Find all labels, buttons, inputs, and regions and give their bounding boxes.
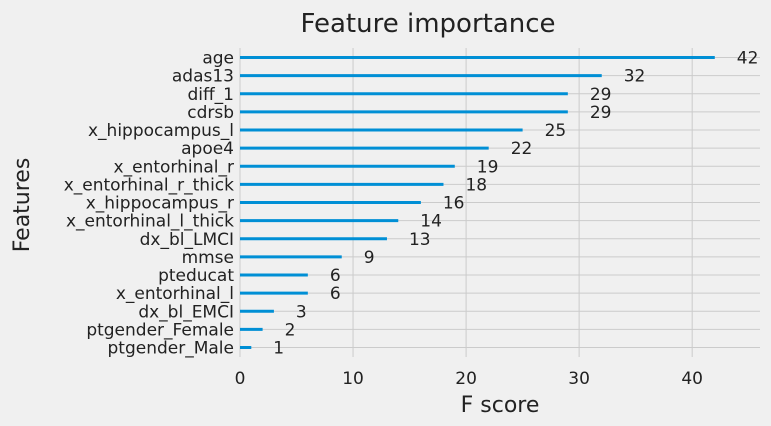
value-label: 6 [330,266,341,286]
x-tick-labels: 0 10 20 30 40 [235,369,703,389]
value-label: 1 [273,339,284,359]
value-label: 14 [420,212,442,232]
value-label: 3 [296,302,307,322]
bar [240,255,342,259]
value-label: 29 [590,103,612,123]
bar [240,74,602,78]
bar [240,309,274,313]
x-axis-label: F score [461,393,540,418]
category-label: x_entorhinal_l_thick [66,212,234,232]
category-label: x_hippocampus_l [88,121,234,141]
bar [240,219,399,223]
bar [240,110,568,114]
bars-group [240,56,715,349]
value-label: 9 [364,248,375,268]
x-tick-label: 10 [342,369,364,389]
category-label: mmse [182,248,234,268]
category-label: x_hippocampus_r [86,194,234,214]
category-labels: ageadas13diff_1cdrsbx_hippocampus_lapoe4… [64,49,235,359]
value-label: 32 [624,67,646,87]
bar [240,164,455,168]
category-label: pteducat [158,266,234,286]
category-label: adas13 [172,67,234,87]
category-label: age [202,49,234,69]
category-label: x_entorhinal_r [114,157,234,177]
bar [240,182,444,186]
category-label: cdrsb [187,103,234,123]
value-label: 42 [737,49,759,69]
bar [240,128,523,132]
value-label: 18 [465,175,487,195]
category-label: ptgender_Male [108,339,235,359]
value-label: 2 [285,320,296,340]
bar [240,327,263,331]
x-tick-label: 20 [455,369,477,389]
category-label: dx_bl_EMCI [138,302,234,322]
value-label: 29 [590,85,612,105]
category-label: ptgender_Female [86,320,234,340]
value-label: 16 [443,194,465,214]
x-tick-label: 30 [568,369,590,389]
value-label: 19 [477,157,499,177]
y-axis-label: Features [10,158,35,253]
category-label: x_entorhinal_r_thick [64,175,234,195]
bar [240,92,568,96]
category-label: x_entorhinal_l [116,284,234,304]
x-tick-label: 0 [235,369,246,389]
bar [240,237,387,241]
category-label: diff_1 [187,85,234,105]
bar [240,146,489,150]
bar [240,273,308,277]
value-label: 22 [511,139,533,159]
x-tick-label: 40 [681,369,703,389]
bar [240,56,715,59]
value-label: 13 [409,230,431,250]
category-label: apoe4 [181,139,234,159]
bar [240,291,308,295]
value-label: 6 [330,284,341,304]
category-label: dx_bl_LMCI [140,230,234,250]
bar [240,201,421,204]
bar [240,346,252,349]
value-label: 25 [545,121,567,141]
chart-title: Feature importance [300,9,555,39]
